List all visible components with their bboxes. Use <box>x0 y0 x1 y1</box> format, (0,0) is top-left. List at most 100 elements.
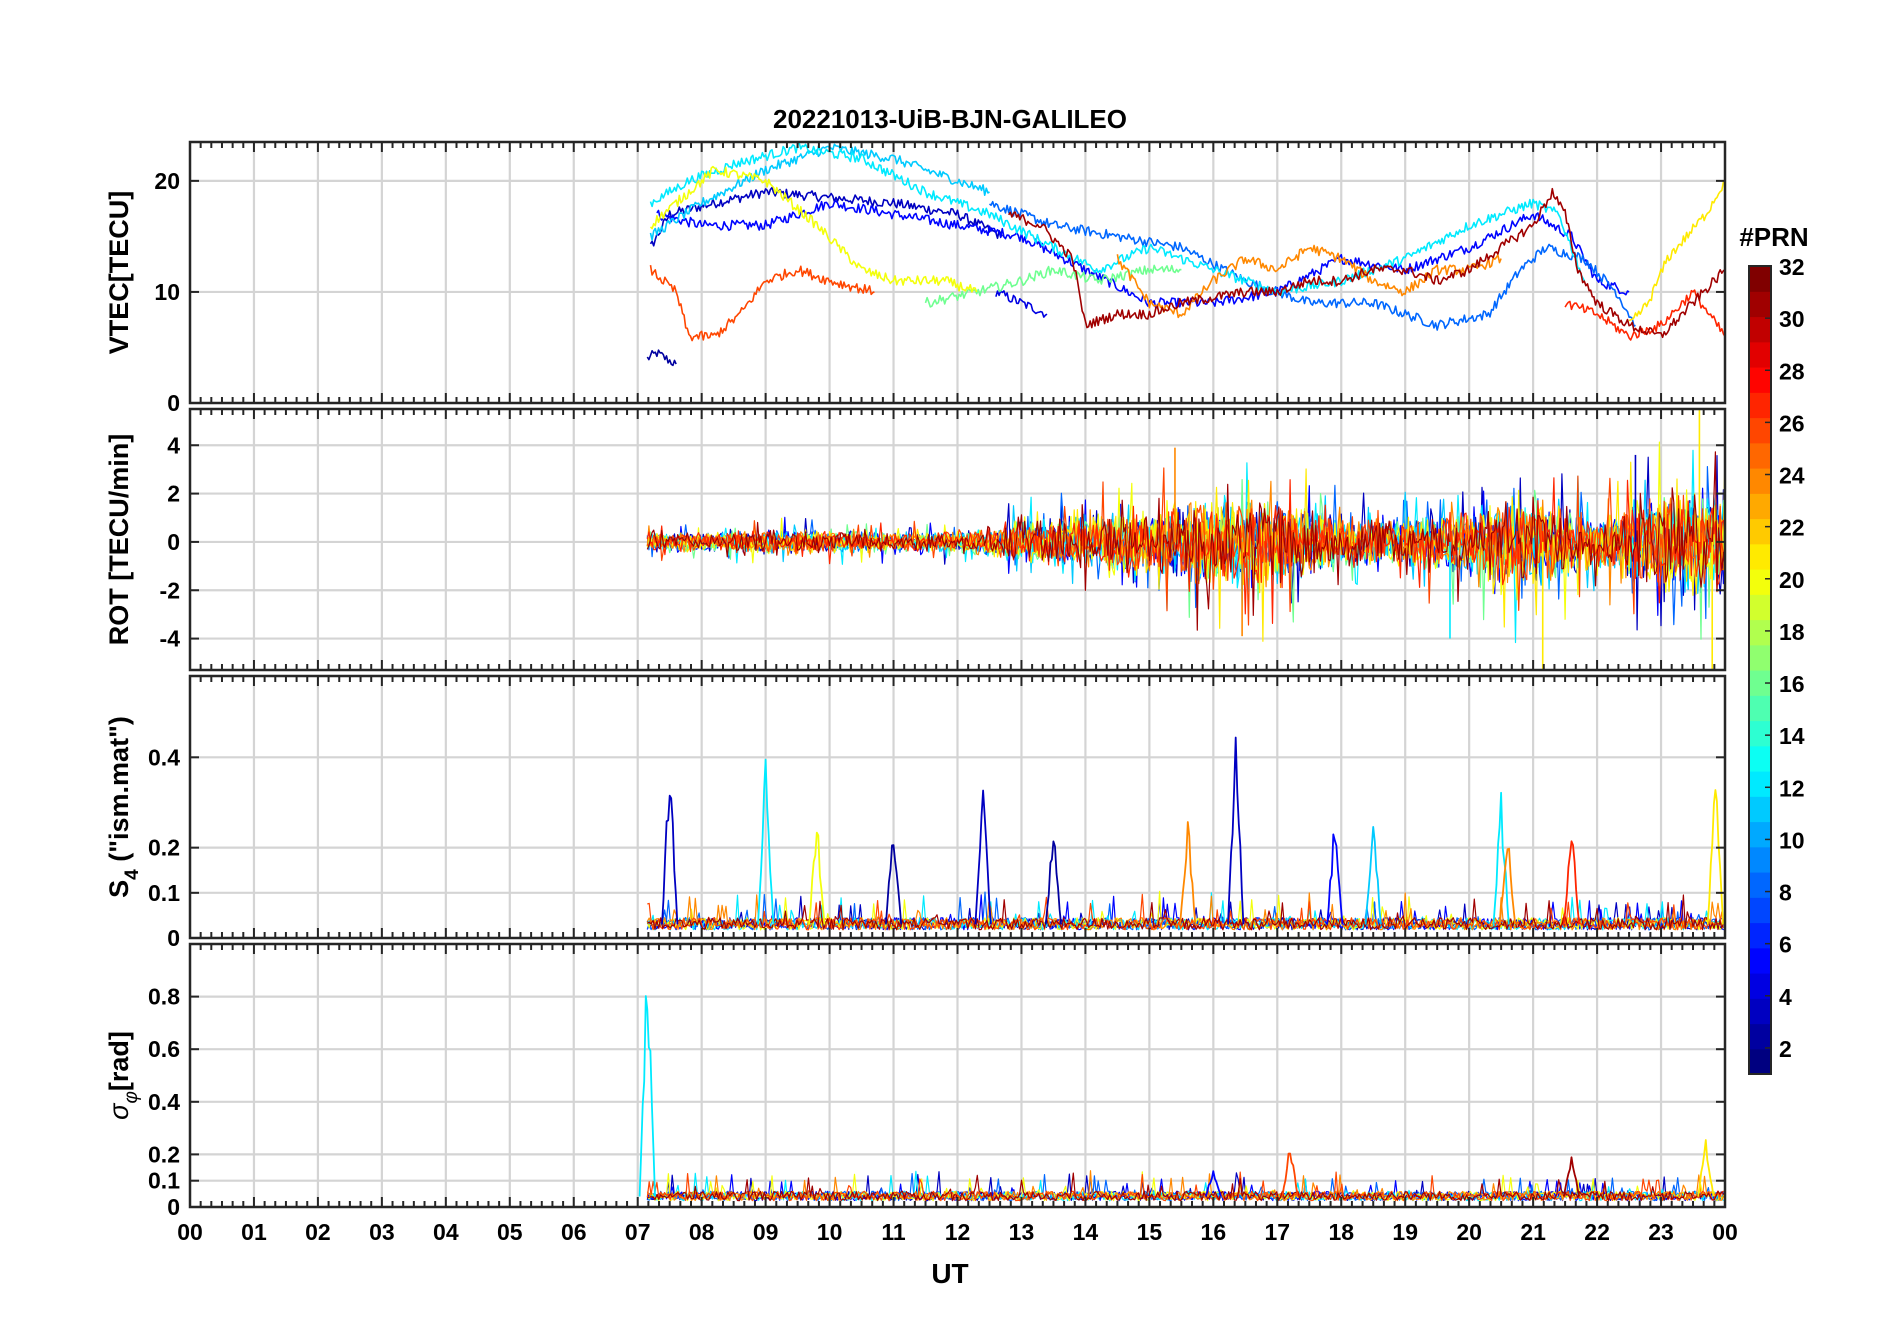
s4-peak-prn-11 <box>1364 826 1382 925</box>
colorbar-title: #PRN <box>1739 222 1808 252</box>
sigma_phi-peak-prn-21 <box>1697 1139 1715 1197</box>
panel-grid <box>190 944 1725 1207</box>
colorbar-tick-label: 8 <box>1779 880 1792 906</box>
panel-sigma_phi: 00.10.20.40.60.8σφ[rad] <box>104 942 1727 1220</box>
x-tick-label: 19 <box>1392 1219 1418 1245</box>
y-axis-label: VTEC[TECU] <box>104 191 134 355</box>
colorbar-tick-label: 10 <box>1779 827 1805 853</box>
colorbar-tick-label: 26 <box>1779 410 1805 436</box>
vtec-series-prn-31 <box>1008 187 1725 339</box>
vtec-series-prn-3 <box>649 186 1004 247</box>
s4-peak-prn-2 <box>1044 840 1062 925</box>
x-tick-label: 01 <box>241 1219 267 1245</box>
y-axis-label: S4 ("ism.mat") <box>104 716 143 898</box>
colorbar-tick-label: 32 <box>1779 254 1805 280</box>
x-tick-label: 16 <box>1201 1219 1227 1245</box>
y-tick-label: 0.6 <box>148 1036 180 1062</box>
x-tick-label: 23 <box>1648 1219 1674 1245</box>
s4-peak-prn-24 <box>1499 847 1517 925</box>
colorbar-swatch <box>1749 745 1771 772</box>
colorbar-tick-label: 14 <box>1779 723 1805 749</box>
y-tick-label: 0.4 <box>148 744 180 770</box>
vtec-series-prn-21 <box>1628 180 1725 322</box>
x-tick-label: 07 <box>625 1219 651 1245</box>
sigma_phi-peak-prn-31 <box>1562 1156 1581 1197</box>
y-tick-label: 4 <box>167 432 180 458</box>
colorbar-tick-label: 30 <box>1779 306 1805 332</box>
s4-series-prn-31 <box>646 894 1725 931</box>
y-axis-label-part: 4 <box>122 869 143 880</box>
x-tick-label: 22 <box>1584 1219 1610 1245</box>
colorbar-swatch <box>1749 619 1771 646</box>
s4-peak-prn-24 <box>1179 821 1197 925</box>
x-tick-label: 08 <box>689 1219 715 1245</box>
colorbar-swatch <box>1749 644 1771 671</box>
y-axis-label-part: φ <box>121 1091 142 1103</box>
sigma_phi-series-prn-31 <box>647 1172 1725 1202</box>
y-tick-label: 20 <box>154 168 180 194</box>
y-tick-label: 0 <box>167 925 180 951</box>
colorbar-swatch <box>1749 417 1771 444</box>
colorbar-swatch <box>1749 796 1771 823</box>
s4-peak-prn-12 <box>757 758 775 925</box>
colorbar-swatch <box>1749 821 1771 848</box>
y-axis-label: σφ[rad] <box>104 1031 142 1120</box>
colorbar-swatch <box>1749 316 1771 343</box>
colorbar-tick-label: 28 <box>1779 358 1805 384</box>
y-tick-label: 0.2 <box>148 835 180 861</box>
y-tick-label: 0 <box>167 390 180 416</box>
vtec-series-prn-16 <box>924 264 1182 308</box>
colorbar-swatch <box>1749 922 1771 949</box>
colorbar-tick-label: 4 <box>1779 984 1792 1010</box>
colorbar-tick-label: 12 <box>1779 775 1805 801</box>
colorbar-swatch <box>1749 518 1771 545</box>
x-axis: 00 01 02 03 04 05 06 07 08 09 10 11 12 13 14 15 16 17 18 19… <box>177 1219 1738 1245</box>
colorbar-swatch <box>1749 468 1771 494</box>
x-tick-label: 02 <box>305 1219 331 1245</box>
x-tick-label: 12 <box>945 1219 971 1245</box>
vtec-series-prn-8 <box>989 200 1636 331</box>
colorbar-swatch <box>1749 392 1771 419</box>
x-tick-label: 11 <box>881 1219 906 1245</box>
rot-series-prn-31 <box>646 451 1725 631</box>
sigma_phi-peak-prn-12 <box>638 995 656 1197</box>
panel-data <box>638 995 1725 1202</box>
x-tick-label: 20 <box>1456 1219 1482 1245</box>
y-tick-label: 0.1 <box>148 1168 180 1194</box>
s4-peak-prn-20 <box>808 831 826 925</box>
x-tick-label: 13 <box>1009 1219 1035 1245</box>
y-tick-label: 0.8 <box>148 984 180 1010</box>
vtec-series-prn-20 <box>649 165 978 293</box>
y-tick-label: -2 <box>160 577 180 603</box>
s4-peak-prn-21 <box>1706 789 1724 925</box>
y-axis-label-part: S <box>104 880 134 898</box>
s4-peak-prn-3 <box>661 794 679 925</box>
colorbar-swatch <box>1749 493 1771 520</box>
sigma_phi-peak-prn-26 <box>1281 1152 1299 1197</box>
y-axis-label-part: ("ism.mat") <box>104 716 134 869</box>
vtec-series-prn-11 <box>649 143 990 241</box>
panel-vtec: 0 10 20 VTEC[TECU] <box>104 140 1727 416</box>
colorbar-swatch <box>1749 846 1771 873</box>
colorbar-swatch <box>1749 594 1771 621</box>
colorbar-tick-label: 20 <box>1779 567 1805 593</box>
panel-s4: 00.10.20.4S4 ("ism.mat") <box>104 674 1727 951</box>
x-tick-label: 05 <box>497 1219 523 1245</box>
colorbar-swatch <box>1749 998 1771 1025</box>
s4-peak-prn-3 <box>1227 736 1245 925</box>
panel-rot: -4 -2 0 2 4 ROT [TECU/min] <box>104 407 1727 672</box>
colorbar-swatch <box>1749 291 1771 318</box>
colorbar-tick-label: 16 <box>1779 671 1805 697</box>
y-tick-label: 0.1 <box>148 880 180 906</box>
colorbar-swatch <box>1749 1023 1771 1050</box>
y-tick-label: 10 <box>154 279 180 305</box>
y-tick-label: 0.2 <box>148 1141 180 1167</box>
x-tick-label: 00 <box>1712 1219 1738 1245</box>
y-axis-label-part: σ <box>104 1102 134 1120</box>
x-tick-label: 17 <box>1264 1219 1290 1245</box>
panel-data <box>646 142 1725 367</box>
colorbar-swatch <box>1749 543 1771 570</box>
vtec-series-prn-12 <box>649 142 1586 297</box>
